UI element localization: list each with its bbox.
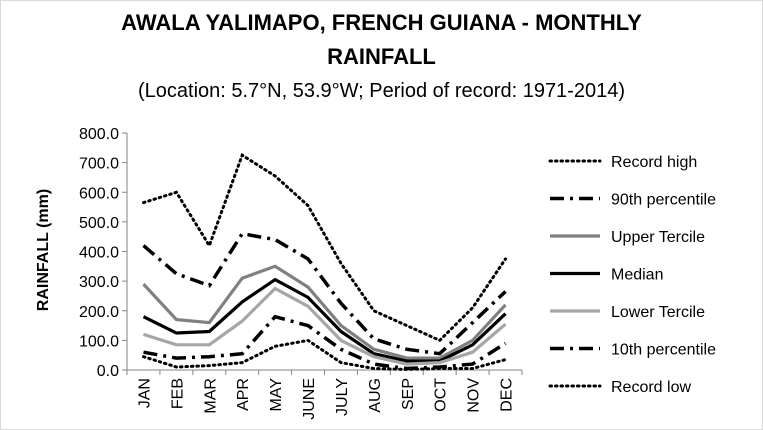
series-line-1 bbox=[142, 231, 507, 356]
legend-label: Record low bbox=[611, 379, 691, 396]
y-tick-label: 100.0 bbox=[79, 333, 119, 350]
chart-subtitle: (Location: 5.7°N, 53.9°W; Period of reco… bbox=[137, 80, 625, 102]
y-tick-label: 600.0 bbox=[79, 185, 119, 202]
series-line-6 bbox=[142, 338, 507, 371]
x-tick-label: MAR bbox=[202, 378, 219, 414]
x-tick-label: FEB bbox=[169, 378, 186, 409]
legend-label: Upper Tercile bbox=[611, 229, 705, 246]
y-tick-label: 200.0 bbox=[79, 304, 119, 321]
x-tick-label: JAN bbox=[136, 378, 153, 408]
y-tick-label: 400.0 bbox=[79, 245, 119, 262]
series-line-0 bbox=[142, 152, 507, 343]
x-tick-label: DEC bbox=[499, 378, 516, 412]
chart-title-line2: RAINFALL bbox=[327, 44, 436, 69]
y-axis-label: RAINFALL (mm) bbox=[35, 189, 52, 311]
y-tick-label: 800.0 bbox=[79, 126, 119, 143]
legend-label: 10th percentile bbox=[611, 342, 716, 359]
y-tick-label: 300.0 bbox=[79, 274, 119, 291]
x-tick-label: SEP bbox=[400, 378, 417, 410]
legend-label: 90th percentile bbox=[611, 192, 716, 209]
plot-area: 0.0 100.0 200.0 300.0 400.0 500.0 600.0 700.0 80… bbox=[79, 126, 523, 420]
series-line-5 bbox=[143, 314, 507, 371]
x-tick-label: JULY bbox=[334, 378, 351, 416]
chart-title-line1: AWALA YALIMAPO, FRENCH GUIANA - MONTHLY bbox=[121, 10, 642, 35]
legend-label: Lower Tercile bbox=[611, 304, 705, 321]
y-tick-label: 0.0 bbox=[97, 363, 119, 380]
y-tick-label: 500.0 bbox=[79, 215, 119, 232]
x-tick-label: NOV bbox=[466, 378, 483, 413]
x-tick-label: MAY bbox=[268, 378, 285, 412]
legend-label: Record high bbox=[611, 154, 697, 171]
x-tick-label: AUG bbox=[367, 378, 384, 413]
x-tick-label: APR bbox=[235, 378, 252, 411]
x-tick-label: OCT bbox=[433, 378, 450, 412]
series-line-4 bbox=[143, 286, 507, 366]
series-line-3 bbox=[142, 277, 507, 363]
y-tick-label: 700.0 bbox=[79, 156, 119, 173]
series-line-2 bbox=[142, 264, 507, 360]
legend: Record high 90th percentile Upper Tercile M… bbox=[548, 154, 716, 396]
legend-label: Median bbox=[611, 267, 663, 284]
x-tick-label: JUNE bbox=[301, 378, 318, 420]
